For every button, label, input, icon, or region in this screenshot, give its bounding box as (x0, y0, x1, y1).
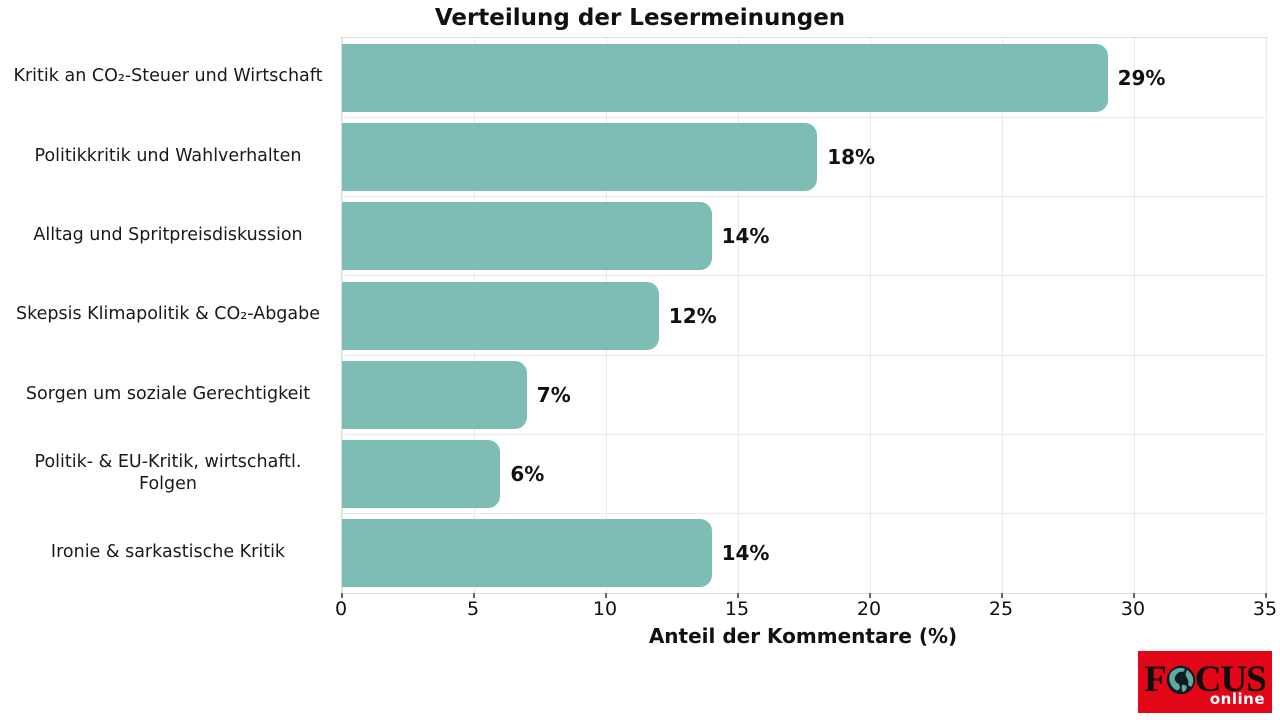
y-gridline (342, 354, 1266, 356)
logo-brand-text: F CUS (1144, 658, 1267, 700)
x-gridline (1001, 38, 1003, 593)
x-tick-mark (869, 593, 871, 598)
y-gridline (342, 196, 1266, 198)
chart-title: Verteilung der Lesermeinungen (434, 5, 846, 31)
category-label: Alltag und Spritpreisdiskussion (0, 196, 336, 275)
bar-value-label: 14% (721, 541, 770, 566)
globe-icon (1166, 665, 1195, 695)
category-label: Kritik an CO₂-Steuer und Wirtschaft (0, 37, 336, 116)
category-label-text: Politik- & EU-Kritik, wirtschaftl. Folge… (34, 451, 302, 495)
category-label-text: Skepsis Klimapolitik & CO₂-Abgabe (15, 304, 321, 325)
y-gridline (342, 513, 1266, 515)
category-label: Politik- & EU-Kritik, wirtschaftl. Folge… (0, 433, 336, 512)
x-tick-mark (1001, 593, 1003, 598)
bar-7 (342, 519, 712, 588)
y-gridline (342, 116, 1266, 118)
bar-value-label: 14% (721, 224, 770, 249)
category-label: Sorgen um soziale Gerechtigkeit (0, 354, 336, 433)
x-tick-label: 25 (988, 598, 1014, 620)
logo-letter-f: F (1144, 658, 1167, 700)
y-gridline (342, 275, 1266, 277)
logo-letters-cus: CUS (1194, 658, 1267, 700)
category-label-text: Sorgen um soziale Gerechtigkeit (25, 383, 311, 404)
x-gridline (869, 38, 871, 593)
bar-1 (342, 43, 1108, 112)
focus-online-logo: F CUS online (1138, 651, 1272, 713)
bar-3 (342, 202, 712, 271)
bar-value-label: 29% (1117, 65, 1166, 90)
x-tick-label: 0 (334, 598, 348, 620)
x-tick-mark (1265, 593, 1267, 598)
x-tick-label: 15 (724, 598, 750, 620)
bar-4 (342, 281, 659, 350)
x-tick-label: 10 (592, 598, 618, 620)
logo-online-label: online (1209, 690, 1265, 708)
category-label: Ironie & sarkastische Kritik (0, 513, 336, 592)
category-label-text: Ironie & sarkastische Kritik (50, 542, 286, 563)
category-label-text: Politikkritik und Wahlverhalten (34, 145, 302, 166)
bar-2 (342, 122, 818, 191)
y-gridline (342, 433, 1266, 435)
x-tick-label: 20 (856, 598, 882, 620)
x-tick-label: 30 (1120, 598, 1146, 620)
x-gridline (1265, 38, 1267, 593)
category-axis: Kritik an CO₂-Steuer und Wirtschaft Polit… (0, 37, 336, 592)
x-tick-mark (473, 593, 475, 598)
x-tick-label: 35 (1252, 598, 1278, 620)
bar-value-label: 7% (536, 382, 571, 407)
plot-area: 29% 18% 14% 12% 7% 6% 14% (341, 37, 1267, 594)
bar-value-label: 12% (668, 303, 717, 328)
x-tick-mark (1133, 593, 1135, 598)
x-tick-mark (737, 593, 739, 598)
category-label: Skepsis Klimapolitik & CO₂-Abgabe (0, 275, 336, 354)
bar-6 (342, 440, 501, 509)
bar-value-label: 6% (510, 462, 545, 487)
x-gridline (1133, 38, 1135, 593)
x-tick-label: 5 (466, 598, 480, 620)
category-label-text: Kritik an CO₂-Steuer und Wirtschaft (13, 66, 323, 87)
x-gridline (737, 38, 739, 593)
category-label-text: Alltag und Spritpreisdiskussion (33, 225, 303, 245)
bar-5 (342, 360, 527, 429)
x-tick-mark (341, 593, 343, 598)
bar-value-label: 18% (827, 144, 876, 169)
x-tick-mark (605, 593, 607, 598)
x-axis-title: Anteil der Kommentare (%) (648, 624, 958, 648)
category-label: Politikkritik und Wahlverhalten (0, 116, 336, 195)
